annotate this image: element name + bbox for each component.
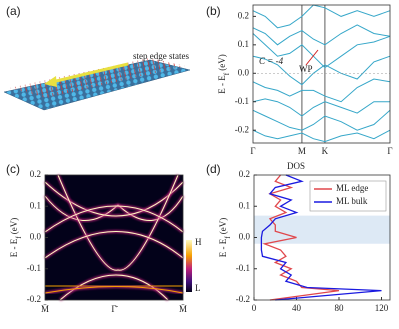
annotation: step edge states [133, 51, 189, 61]
y-tick-label: 0.2 [30, 169, 41, 179]
colorbar-label: L [195, 283, 201, 293]
x-tick-label: M̄ [179, 304, 187, 314]
y-tick-label: 0.0 [238, 67, 250, 77]
x-tick-label: 120 [375, 303, 389, 313]
y-tick-label: -0.2 [27, 294, 41, 304]
plot-frame [253, 174, 391, 301]
spectral-features [43, 174, 185, 302]
dos-line [262, 174, 340, 301]
annotation: WP [299, 64, 313, 74]
dos-line [260, 174, 382, 301]
y-axis-label: E - Ef (eV) [218, 218, 232, 258]
y-tick-label: 0.2 [239, 169, 250, 179]
x-tick-label: 40 [292, 303, 302, 313]
legend-label: ML edge [336, 183, 368, 193]
highlight-band [254, 215, 390, 244]
colorbar-label: H [195, 237, 202, 247]
y-tick-label: -0.2 [235, 124, 249, 134]
y-axis-label: E - Ef (eV) [9, 218, 23, 258]
chart-title: DOS [287, 161, 305, 171]
x-tick-label: Γ̄ [111, 304, 118, 314]
y-tick-label: 0.0 [30, 232, 42, 242]
x-tick-label: Γ [387, 146, 392, 156]
panel-label: (d) [206, 162, 221, 176]
y-tick-label: 0.1 [239, 200, 250, 210]
lattice-illustration [3, 58, 191, 111]
x-tick-label: 80 [335, 303, 345, 313]
x-tick-label: Γ [250, 146, 255, 156]
x-tick-label: M̄ [41, 304, 49, 314]
plot-frame [252, 4, 391, 144]
spectral-line [44, 231, 184, 259]
colorbar [186, 240, 192, 292]
annotation: C = -4 [259, 56, 284, 66]
band-line [252, 4, 391, 29]
y-tick-label: -0.2 [236, 294, 250, 304]
band-line [252, 109, 391, 131]
panel-label: (a) [6, 4, 21, 18]
x-tick-label: K [322, 146, 329, 156]
y-tick-label: 0.1 [30, 200, 41, 210]
plot-frame [44, 174, 184, 301]
y-tick-label: 0.0 [239, 232, 251, 242]
y-tick-label: -0.1 [27, 263, 41, 273]
annotation-arrow [305, 49, 319, 66]
legend-label: ML bulk [336, 196, 368, 206]
panel-label: (b) [206, 4, 221, 18]
y-axis-label: E - Ef (eV) [217, 54, 231, 94]
y-tick-label: -0.1 [236, 263, 250, 273]
band-line [252, 78, 391, 103]
x-tick-label: M [298, 146, 306, 156]
spectral-line [57, 174, 179, 271]
x-tick-label: 0 [252, 303, 257, 313]
band-line [252, 98, 390, 117]
legend-box [309, 180, 387, 212]
spectral-line [44, 286, 184, 294]
band-line [252, 129, 391, 143]
y-tick-label: 0.2 [238, 10, 249, 20]
band-line [252, 24, 391, 46]
y-tick-label: -0.1 [235, 96, 249, 106]
spectral-line [44, 205, 184, 233]
y-tick-label: 0.1 [238, 39, 249, 49]
panel-label: (c) [6, 162, 20, 176]
